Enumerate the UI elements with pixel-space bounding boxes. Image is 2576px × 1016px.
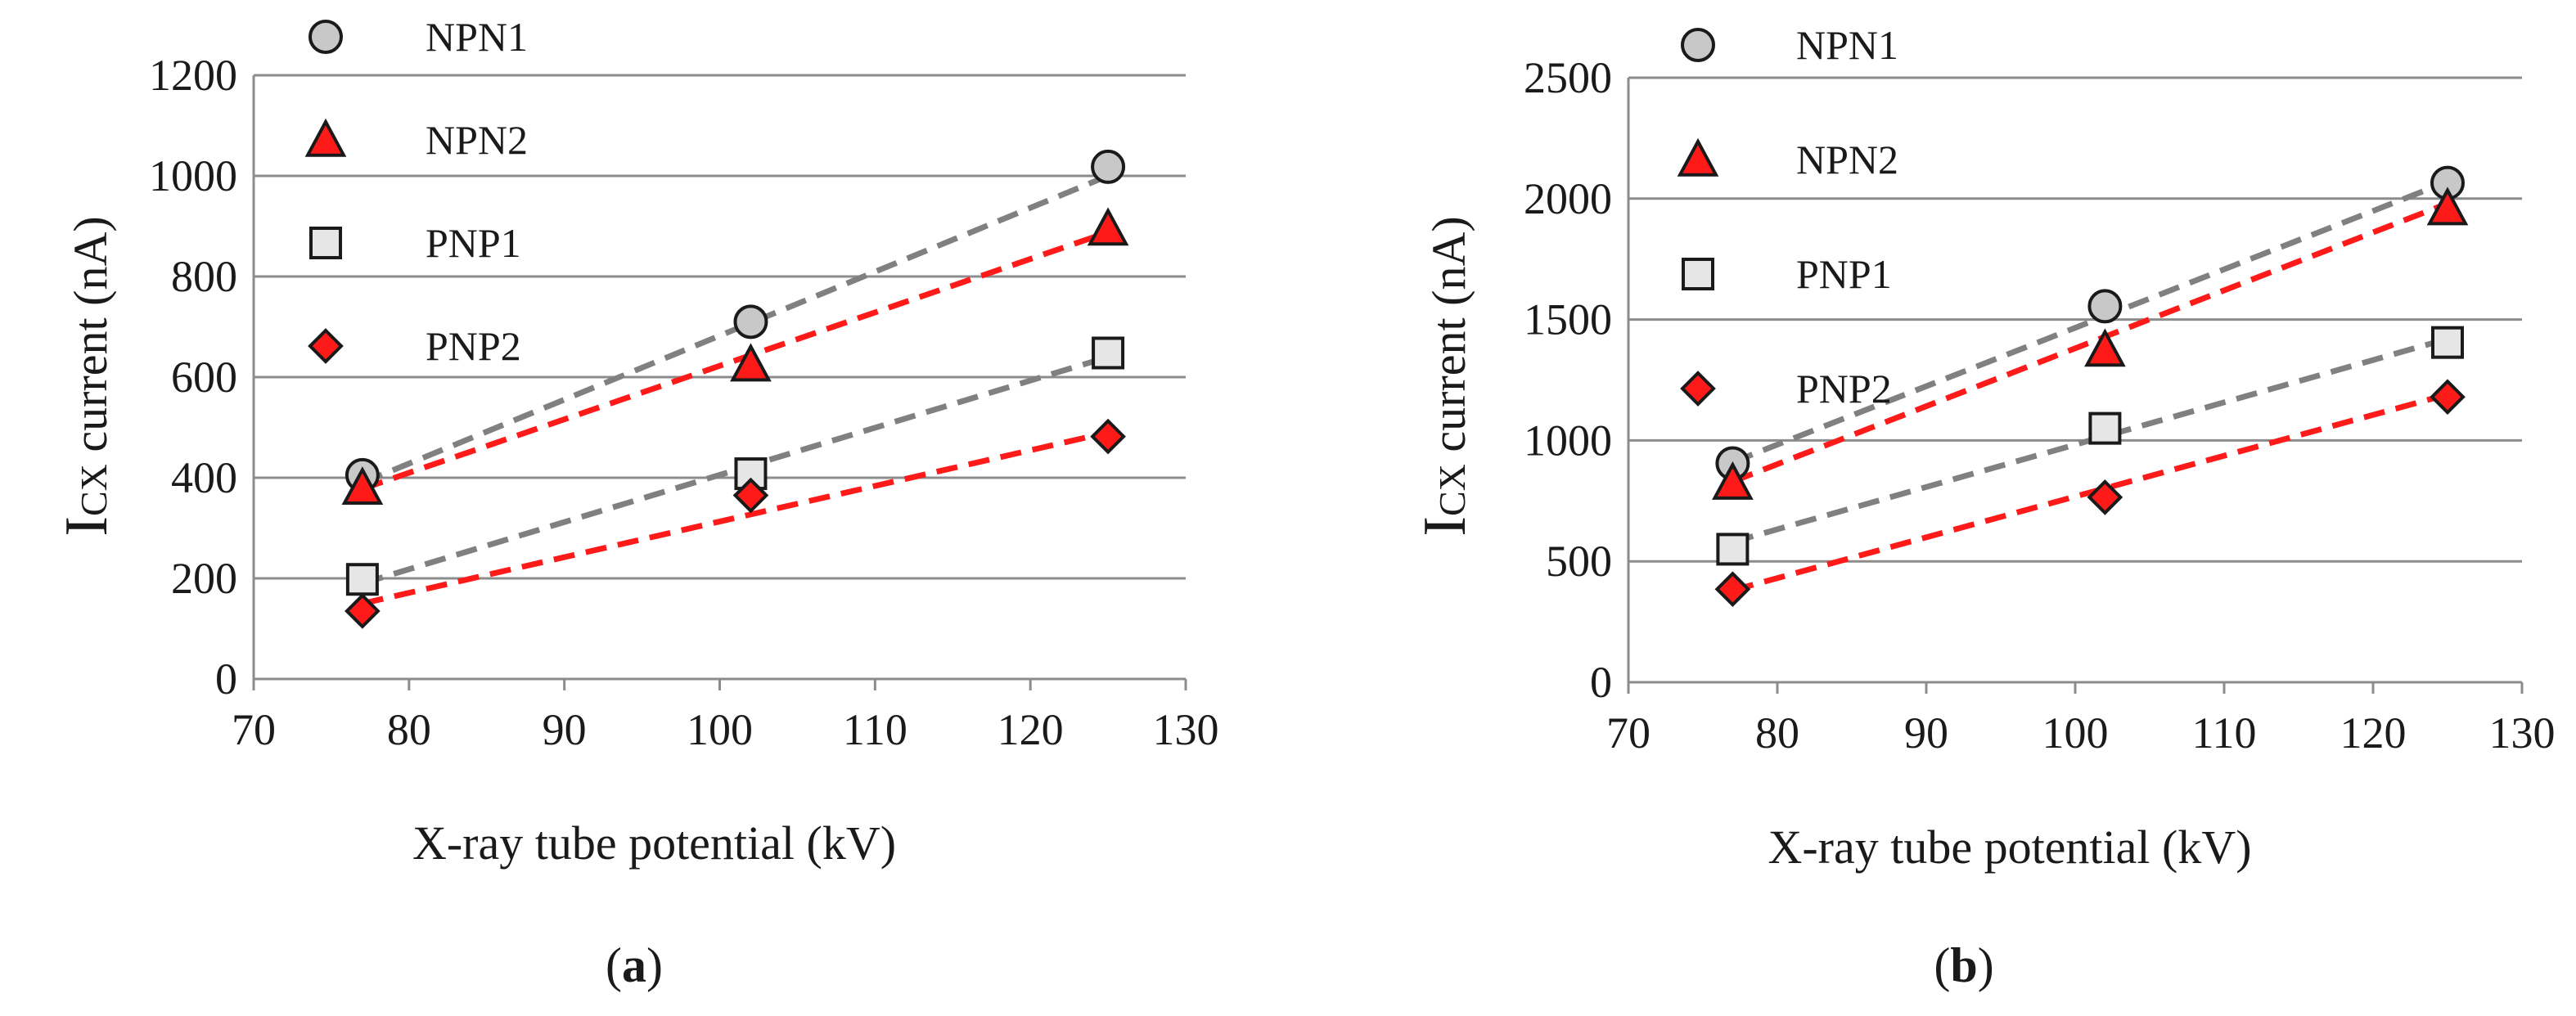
data-point-pnp2 xyxy=(2430,379,2466,416)
data-point-npn1 xyxy=(733,304,768,339)
panel-label: (a) xyxy=(606,938,663,992)
y-tick-label: 1200 xyxy=(149,51,237,100)
y-tick-label: 1000 xyxy=(149,151,237,200)
data-point-npn1 xyxy=(2087,289,2123,324)
data-point-pnp2 xyxy=(1714,571,1751,608)
data-point-npn1 xyxy=(1091,149,1126,184)
legend-label-pnp2: PNP2 xyxy=(1796,366,1892,411)
x-tick-label: 100 xyxy=(687,705,753,754)
x-tick-label: 100 xyxy=(2042,708,2109,758)
y-tick-label: 500 xyxy=(1546,537,1612,586)
y-tick-label: 1500 xyxy=(1524,295,1612,344)
y-axis-title: ICX current (nA) xyxy=(1412,216,1479,536)
legend-label-pnp1: PNP1 xyxy=(1796,251,1892,297)
y-tick-label: 800 xyxy=(171,252,237,301)
data-point-pnp2 xyxy=(732,477,769,514)
y-axis-title-prefix: I xyxy=(53,516,120,537)
y-tick-label: 2500 xyxy=(1524,53,1612,102)
legend-marker-npn2 xyxy=(304,118,347,157)
trendline-npn1 xyxy=(361,173,1110,486)
y-axis-title-rest: current (nA) xyxy=(64,216,117,464)
legend-marker-pnp2 xyxy=(1680,371,1716,407)
x-axis-title: X-ray tube potential (kV) xyxy=(412,816,896,870)
y-axis-title-rest: current (nA) xyxy=(1422,216,1475,464)
y-axis-title-subscript: CX xyxy=(73,464,115,516)
data-point-pnp1 xyxy=(345,563,379,596)
x-tick-label: 130 xyxy=(1153,705,1219,754)
panel-label-close-paren: ) xyxy=(1978,938,1994,992)
data-point-pnp1 xyxy=(1092,336,1125,370)
data-point-npn2 xyxy=(730,343,772,382)
panel-label-open-paren: ( xyxy=(1934,938,1950,992)
legend-marker-pnp1 xyxy=(309,227,342,259)
legend-marker-pnp1 xyxy=(1682,258,1714,290)
y-tick-label: 2000 xyxy=(1524,174,1612,223)
legend-label-npn1: NPN1 xyxy=(426,14,528,60)
panel-label: (b) xyxy=(1934,938,1993,992)
y-tick-label: 600 xyxy=(171,353,237,402)
y-axis-title: ICX current (nA) xyxy=(53,216,120,536)
legend-marker-npn1 xyxy=(308,20,343,54)
panel-label-letter: a xyxy=(622,938,646,992)
data-point-pnp2 xyxy=(1090,418,1126,455)
data-point-npn2 xyxy=(341,466,384,505)
data-point-pnp1 xyxy=(2088,411,2122,445)
data-point-npn2 xyxy=(2426,187,2469,226)
x-tick-label: 110 xyxy=(2192,708,2257,758)
trendline-npn1 xyxy=(1732,178,2449,465)
x-axis-title: X-ray tube potential (kV) xyxy=(1768,820,2251,874)
data-point-npn2 xyxy=(1712,461,1754,500)
x-tick-label: 130 xyxy=(2489,708,2556,758)
data-point-pnp1 xyxy=(2431,326,2464,359)
trendline-pnp2 xyxy=(1732,391,2448,594)
x-tick-label: 80 xyxy=(1755,708,1799,758)
trendline-npn2 xyxy=(361,229,1110,492)
y-tick-label: 400 xyxy=(171,453,237,502)
legend-label-npn1: NPN1 xyxy=(1796,22,1898,68)
chart-panel-b: 0 500 1000 1500 2000 2500 70 80 90 100 110 120 130 NP… xyxy=(1412,22,2556,992)
x-tick-label: 90 xyxy=(543,705,587,754)
data-point-npn2 xyxy=(1087,207,1129,246)
x-tick-label: 70 xyxy=(1606,708,1651,758)
x-tick-label: 80 xyxy=(387,705,431,754)
legend-label-npn2: NPN2 xyxy=(426,117,528,163)
chart-panel-a: 0 200 400 600 800 1000 1200 70 80 90 100 110 120 130 N… xyxy=(53,14,1219,992)
panel-label-open-paren: ( xyxy=(606,938,622,992)
legend-label-npn2: NPN2 xyxy=(1796,137,1898,182)
x-tick-label: 90 xyxy=(1904,708,1948,758)
y-tick-label: 1000 xyxy=(1524,416,1612,465)
legend-marker-npn2 xyxy=(1677,137,1719,177)
panel-label-close-paren: ) xyxy=(646,938,663,992)
x-tick-label: 70 xyxy=(232,705,276,754)
data-point-pnp2 xyxy=(345,593,381,629)
data-point-pnp1 xyxy=(1716,533,1750,566)
legend-marker-npn1 xyxy=(1681,28,1715,62)
legend-label-pnp1: PNP1 xyxy=(426,220,521,266)
legend-label-pnp2: PNP2 xyxy=(426,323,521,369)
y-axis-title-subscript: CX xyxy=(1431,464,1473,516)
y-tick-label: 0 xyxy=(1590,658,1612,707)
legend-marker-pnp2 xyxy=(308,328,344,364)
y-tick-label: 200 xyxy=(171,554,237,603)
x-tick-label: 120 xyxy=(2340,708,2407,758)
trendline-pnp2 xyxy=(362,429,1109,607)
data-point-pnp2 xyxy=(2087,479,2123,515)
data-point-npn2 xyxy=(2084,328,2126,367)
x-tick-label: 110 xyxy=(843,705,907,754)
x-tick-label: 120 xyxy=(998,705,1064,754)
trendline-npn2 xyxy=(1732,200,2449,484)
y-tick-label: 0 xyxy=(215,654,237,704)
y-axis-title-prefix: I xyxy=(1412,516,1479,537)
panel-label-letter: b xyxy=(1950,938,1977,992)
